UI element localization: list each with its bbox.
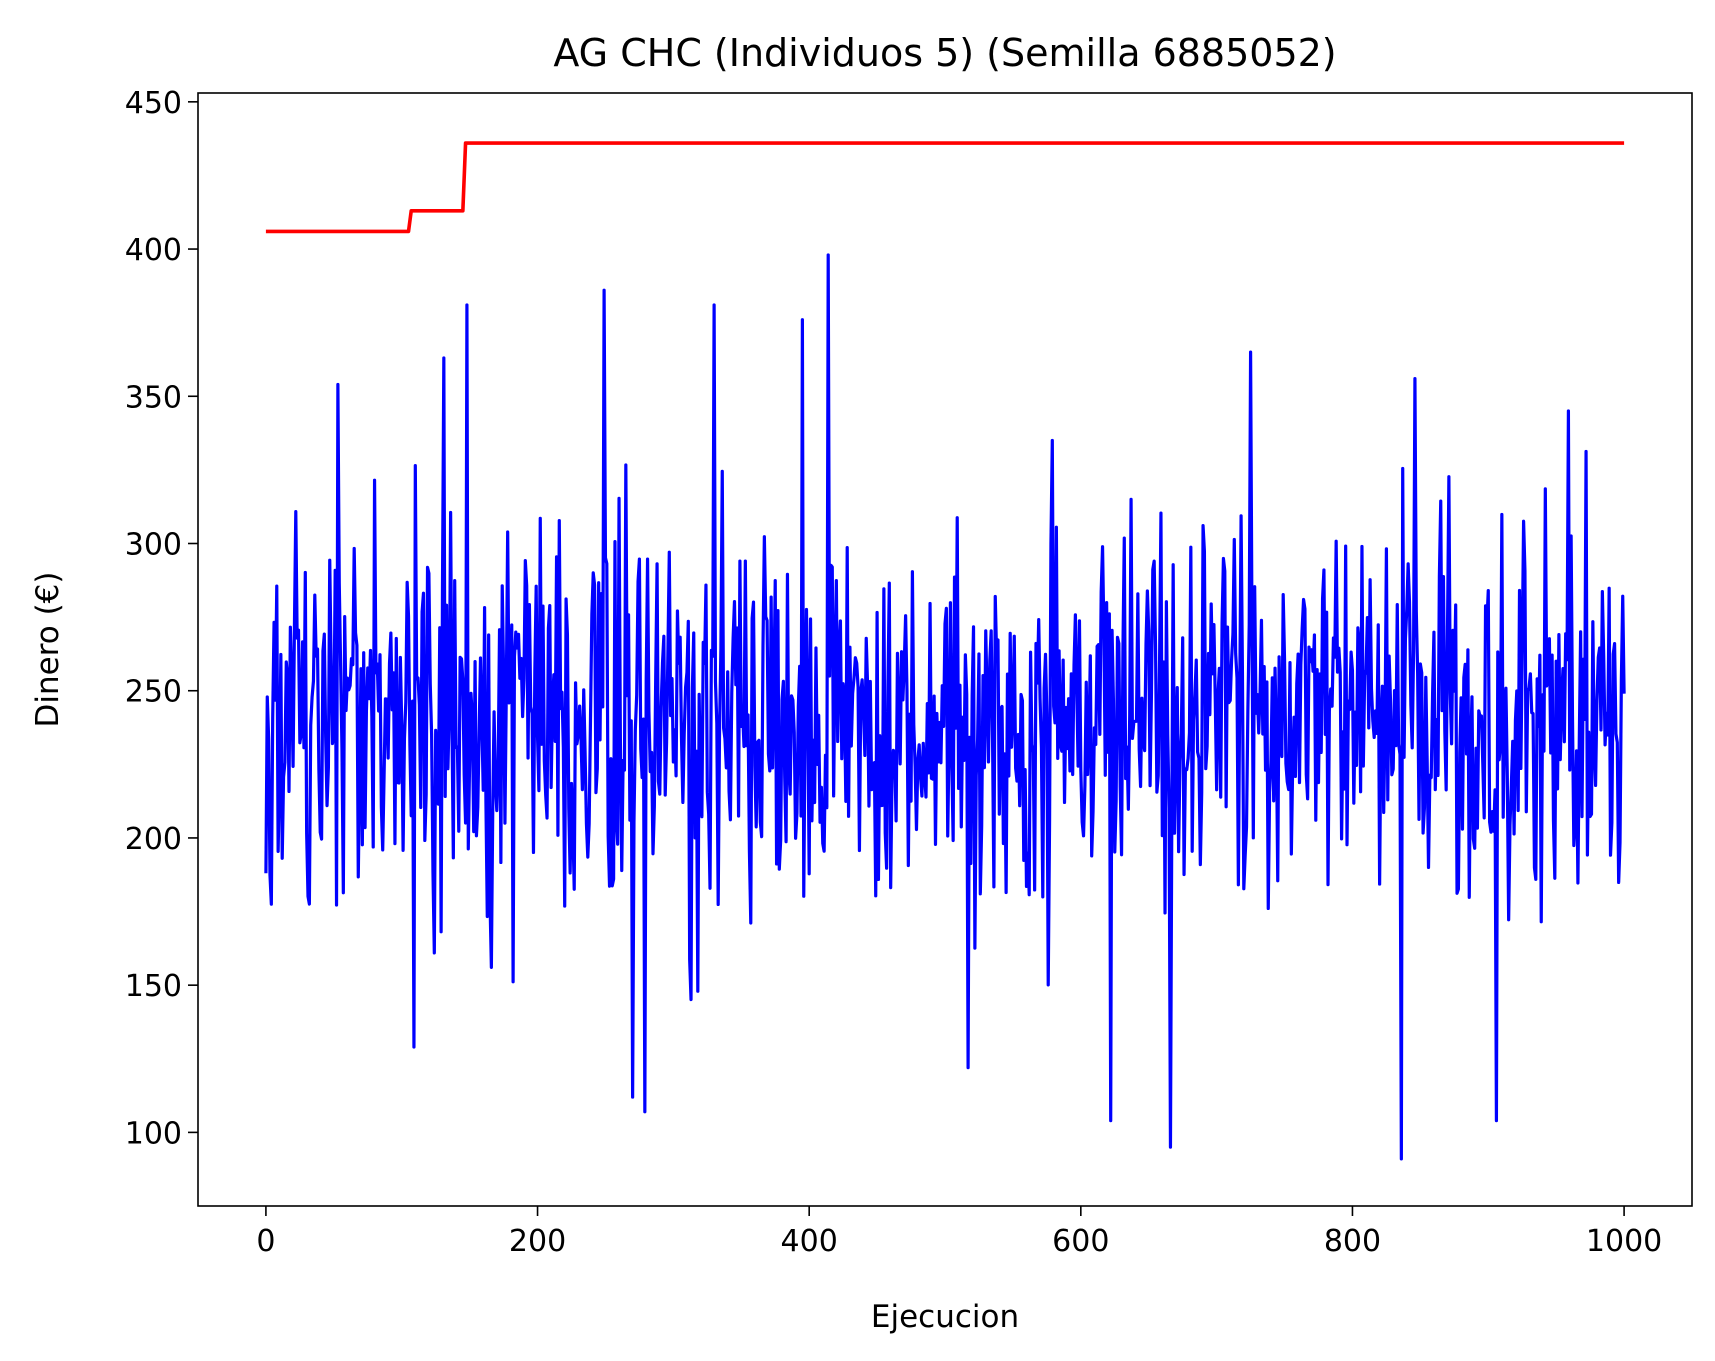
series-lines — [264, 141, 1626, 1161]
x-tick-label: 200 — [509, 1224, 566, 1259]
x-tick-label: 600 — [1052, 1224, 1109, 1259]
y-tick-label: 100 — [125, 1116, 182, 1151]
y-tick-label: 400 — [125, 233, 182, 268]
x-tick-label: 400 — [781, 1224, 838, 1259]
x-tick-label: 1000 — [1586, 1224, 1662, 1259]
x-tick-label: 0 — [256, 1224, 275, 1259]
x-axis-label: Ejecucion — [871, 1299, 1019, 1335]
y-axis-label: Dinero (€) — [30, 572, 66, 728]
y-tick-label: 300 — [125, 528, 182, 563]
series-line-red — [265, 141, 1625, 234]
series-line-blue — [264, 253, 1626, 1161]
y-tick-label: 150 — [125, 969, 182, 1004]
y-axis-ticks: 100 150 200 250 300 350 400 450 — [125, 86, 198, 1151]
y-tick-label: 200 — [125, 822, 182, 857]
y-tick-label: 350 — [125, 380, 182, 415]
x-axis-ticks: 0 200 400 600 800 1000 — [256, 1206, 1662, 1259]
y-tick-label: 450 — [125, 86, 182, 121]
chart-title: AG CHC (Individuos 5) (Semilla 6885052) — [553, 31, 1336, 75]
x-tick-label: 800 — [1324, 1224, 1381, 1259]
plot-area: 0 200 400 600 800 1000 100 150 200 250 300 350 400 4… — [125, 86, 1693, 1259]
y-tick-label: 250 — [125, 675, 182, 710]
axes-frame — [197, 92, 1693, 1207]
